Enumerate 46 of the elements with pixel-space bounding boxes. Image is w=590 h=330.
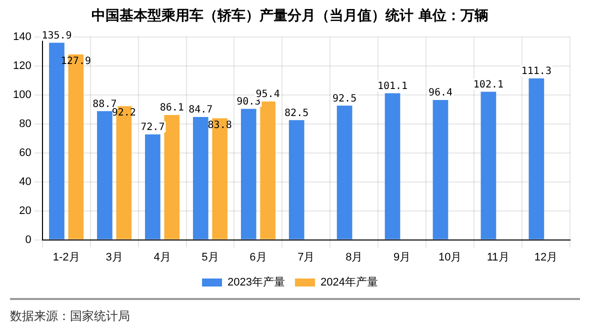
bar	[97, 111, 112, 240]
data-label: 84.7	[188, 104, 213, 116]
data-label: 101.1	[377, 80, 408, 92]
bar	[260, 101, 276, 240]
bar	[288, 120, 304, 240]
bar	[164, 114, 180, 240]
legend-label: 2024年产量	[320, 276, 378, 289]
y-tick-label: 140	[12, 30, 32, 43]
chart-title: 中国基本型乘用车（轿车）产量分月（当月值）统计 单位：万辆	[92, 7, 488, 24]
x-tick-label: 6月	[250, 251, 267, 264]
x-tick-label: 10月	[438, 251, 462, 264]
data-label: 92.5	[332, 93, 357, 104]
data-label: 111.3	[521, 66, 552, 78]
x-tick-label: 1-2月	[52, 251, 80, 264]
y-tick-label: 100	[12, 88, 32, 101]
bar	[240, 108, 256, 240]
bar	[145, 134, 160, 240]
y-tick-label: 40	[19, 176, 32, 188]
data-label: 102.1	[473, 79, 504, 90]
y-tick-label: 60	[19, 146, 32, 159]
data-label: 95.4	[256, 89, 280, 100]
y-tick-label: 20	[19, 204, 32, 217]
bar	[528, 78, 544, 240]
x-tick-label: 12月	[534, 251, 558, 264]
data-label: 72.7	[140, 122, 165, 133]
data-label: 135.9	[42, 30, 72, 42]
y-tick-label: 80	[19, 118, 32, 130]
bar	[336, 106, 352, 240]
x-tick-label: 11月	[486, 251, 510, 264]
x-tick-label: 7月	[298, 251, 315, 264]
y-tick-label: 120	[12, 60, 32, 72]
bar	[192, 116, 208, 240]
bar	[480, 92, 496, 240]
x-tick-label: 4月	[154, 251, 171, 264]
legend-label: 2023年产量	[228, 276, 286, 289]
x-tick-label: 8月	[346, 251, 363, 264]
x-tick-label: 5月	[202, 251, 219, 264]
bar	[432, 100, 448, 240]
data-label: 86.1	[160, 102, 184, 114]
x-tick-label: 9月	[394, 251, 411, 264]
x-tick-label: 3月	[106, 251, 123, 264]
source-note: 数据来源：国家统计局	[10, 308, 131, 325]
y-tick-label: 0	[25, 234, 32, 246]
data-label: 82.5	[284, 108, 309, 119]
bar	[384, 93, 400, 240]
data-label: 96.4	[428, 88, 453, 99]
